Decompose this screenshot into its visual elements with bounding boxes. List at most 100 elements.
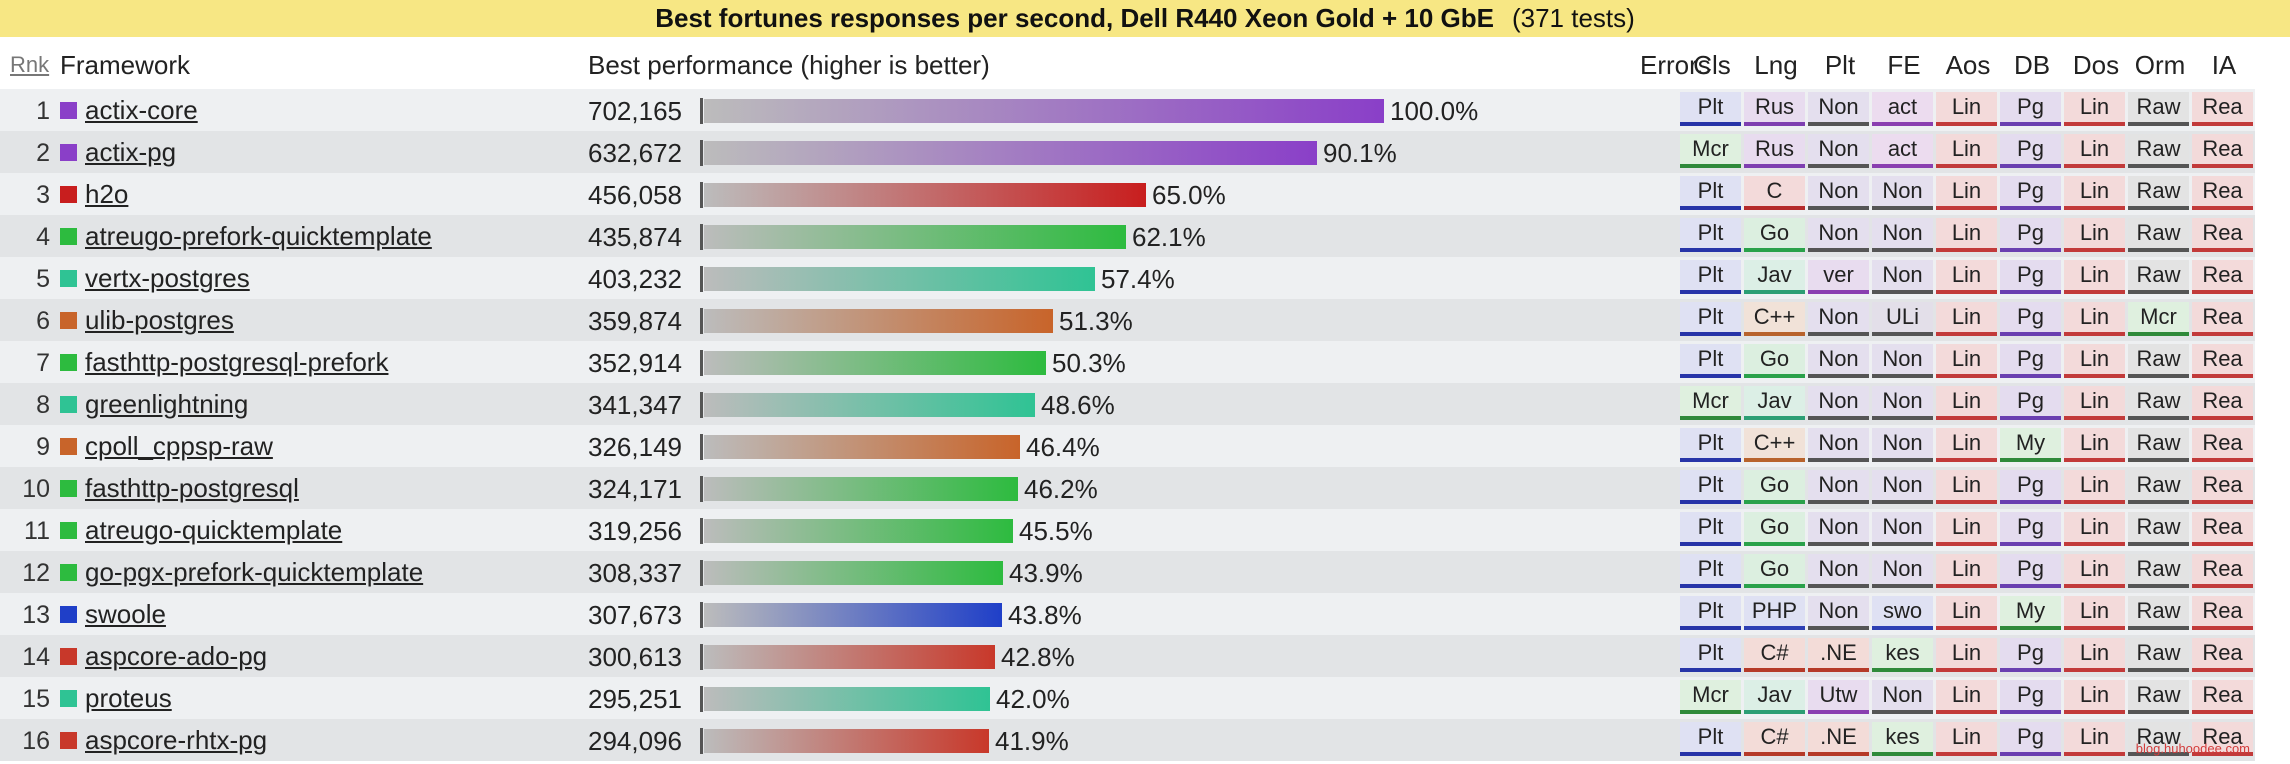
percent-label: 42.8% [1001, 642, 1075, 672]
attribute-tag-cls: Plt [1680, 596, 1741, 630]
value-label: 326,149 [588, 432, 682, 462]
attribute-tag-plt: Non [1808, 218, 1869, 252]
table-row: 10fasthttp-postgresql324,17146.2%0PltGoN… [0, 467, 2255, 509]
col-header-aos: Aos [1945, 50, 1991, 80]
attribute-tag-db: Pg [2000, 554, 2061, 588]
attribute-tag-ia: Rea [2192, 92, 2253, 126]
attribute-tag-lng: C++ [1744, 428, 1805, 462]
attribute-tag-aos: Lin [1936, 680, 1997, 714]
attribute-tag-aos: Lin [1936, 176, 1997, 210]
attribute-tag-aos: Lin [1936, 260, 1997, 294]
attribute-tag-fe: ULi [1872, 302, 1933, 336]
framework-link[interactable]: proteus [85, 683, 172, 713]
performance-bar [704, 477, 1018, 501]
attribute-tag-plt: Non [1808, 512, 1869, 546]
performance-bar [704, 603, 1002, 627]
bar-baseline [700, 98, 703, 124]
color-swatch [60, 522, 77, 539]
attribute-tag-cls: Plt [1680, 344, 1741, 378]
color-swatch [60, 354, 77, 371]
bar-baseline [700, 308, 703, 334]
performance-bar [704, 351, 1046, 375]
attribute-tag-plt: .NE [1808, 722, 1869, 756]
attribute-tag-fe: Non [1872, 470, 1933, 504]
rank-cell: 11 [24, 517, 50, 545]
attribute-tag-dos: Lin [2064, 134, 2125, 168]
performance-bar [704, 561, 1003, 585]
col-header-db: DB [2013, 50, 2051, 80]
rank-cell: 4 [36, 223, 50, 251]
table-row: 2actix-pg632,67290.1%0McrRusNonactLinPgL… [0, 131, 2255, 173]
attribute-tag-db: Pg [2000, 260, 2061, 294]
attribute-tag-aos: Lin [1936, 92, 1997, 126]
rank-cell: 6 [36, 307, 50, 335]
attribute-tag-ia: Rea [2192, 134, 2253, 168]
attribute-tag-aos: Lin [1936, 638, 1997, 672]
framework-link[interactable]: swoole [85, 599, 166, 629]
attribute-tag-aos: Lin [1936, 302, 1997, 336]
attribute-tag-db: Pg [2000, 386, 2061, 420]
attribute-tag-ia: Rea [2192, 638, 2253, 672]
attribute-tag-fe: Non [1872, 512, 1933, 546]
attribute-tag-aos: Lin [1936, 134, 1997, 168]
performance-bar [704, 183, 1146, 207]
attribute-tag-cls: Mcr [1680, 134, 1741, 168]
attribute-tag-fe: kes [1872, 638, 1933, 672]
attribute-tag-db: Pg [2000, 470, 2061, 504]
table-row: 13swoole307,67343.8%0PltPHPNonswoLinMyLi… [0, 593, 2255, 635]
attribute-tag-cls: Plt [1680, 176, 1741, 210]
attribute-tag-aos: Lin [1936, 512, 1997, 546]
framework-link[interactable]: greenlightning [85, 389, 249, 419]
performance-bar [704, 435, 1020, 459]
rank-cell: 12 [22, 559, 50, 587]
attribute-tag-plt: .NE [1808, 638, 1869, 672]
framework-link[interactable]: actix-core [85, 95, 198, 125]
percent-label: 42.0% [996, 684, 1070, 714]
framework-link[interactable]: atreugo-prefork-quicktemplate [85, 221, 432, 251]
attribute-tag-orm: Raw [2128, 638, 2189, 672]
value-label: 295,251 [588, 684, 682, 714]
tests-count: (371 tests) [1511, 3, 1635, 33]
chart-title: Best fortunes responses per second, Dell… [655, 3, 1494, 33]
framework-link[interactable]: fasthttp-postgresql-prefork [85, 347, 389, 377]
rank-cell: 8 [36, 391, 50, 419]
rank-header[interactable]: Rnk [10, 52, 50, 77]
color-swatch [60, 732, 77, 749]
rank-cell: 1 [36, 97, 50, 125]
attribute-tag-orm: Raw [2128, 512, 2189, 546]
bar-baseline [700, 140, 703, 166]
framework-link[interactable]: ulib-postgres [85, 305, 234, 335]
value-label: 456,058 [588, 180, 682, 210]
attribute-tag-ia: Rea [2192, 428, 2253, 462]
attribute-tag-orm: Raw [2128, 470, 2189, 504]
attribute-tag-ia: Rea [2192, 554, 2253, 588]
attribute-tag-lng: C++ [1744, 302, 1805, 336]
framework-link[interactable]: aspcore-rhtx-pg [85, 725, 268, 755]
attribute-tag-orm: Raw [2128, 134, 2189, 168]
framework-link[interactable]: cpoll_cppsp-raw [85, 431, 273, 461]
framework-link[interactable]: go-pgx-prefork-quicktemplate [85, 557, 424, 587]
attribute-tag-db: Pg [2000, 344, 2061, 378]
attribute-tag-dos: Lin [2064, 260, 2125, 294]
col-header-cls: Cls [1693, 50, 1731, 80]
attribute-tag-db: My [2000, 428, 2061, 462]
attribute-tag-orm: Raw [2128, 722, 2189, 756]
framework-link[interactable]: actix-pg [85, 137, 177, 167]
attribute-tag-dos: Lin [2064, 470, 2125, 504]
framework-link[interactable]: vertx-postgres [85, 263, 250, 293]
attribute-tag-cls: Plt [1680, 638, 1741, 672]
col-header-dos: Dos [2072, 50, 2120, 80]
performance-bar [704, 729, 989, 753]
attribute-tag-plt: Non [1808, 344, 1869, 378]
attribute-tag-dos: Lin [2064, 92, 2125, 126]
attribute-tag-db: Pg [2000, 134, 2061, 168]
framework-link[interactable]: h2o [85, 179, 129, 209]
framework-link[interactable]: aspcore-ado-pg [85, 641, 268, 671]
attribute-tag-fe: Non [1872, 386, 1933, 420]
percent-label: 48.6% [1041, 390, 1115, 420]
framework-link[interactable]: atreugo-quicktemplate [85, 515, 343, 545]
bar-baseline [700, 644, 703, 670]
framework-link[interactable]: fasthttp-postgresql [85, 473, 299, 503]
performance-bar [704, 393, 1035, 417]
color-swatch [60, 144, 77, 161]
